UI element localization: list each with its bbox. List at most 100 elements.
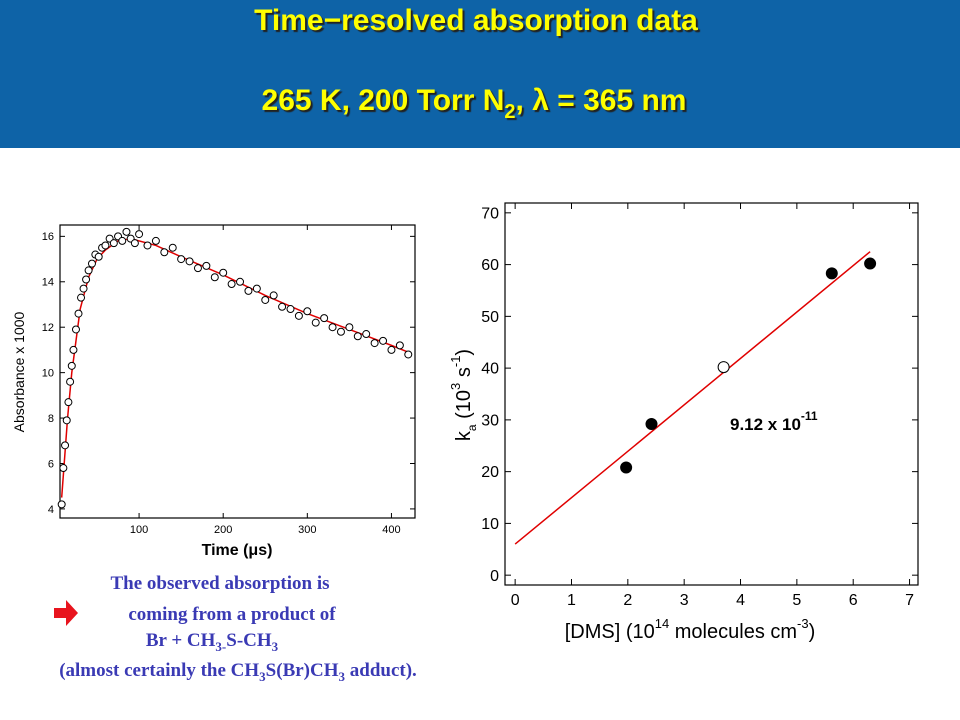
point — [379, 336, 388, 345]
x-tick-label: 0 — [511, 592, 520, 609]
point — [79, 284, 88, 293]
y-tick-label: 0 — [490, 568, 499, 585]
subtitle-sub: 2 — [504, 101, 515, 123]
y-axis-label: ka (103 s-1) — [448, 349, 479, 441]
note-sub: 3- — [215, 639, 226, 654]
point — [151, 236, 160, 245]
y-tick-label: 16 — [42, 231, 54, 243]
point — [825, 267, 838, 280]
point — [236, 277, 245, 286]
point — [252, 284, 261, 293]
fit-line — [60, 237, 409, 498]
x-tick-label: 300 — [298, 524, 316, 536]
point — [864, 257, 877, 270]
x-tick-label: 100 — [130, 524, 148, 536]
point — [82, 275, 91, 284]
note-part: S-CH — [226, 630, 272, 651]
point — [177, 255, 186, 264]
point — [261, 295, 270, 304]
label-part: s — [453, 367, 475, 383]
point — [328, 323, 337, 332]
point — [244, 286, 253, 295]
point — [353, 332, 362, 341]
point — [404, 350, 413, 359]
subtitle: 265 K, 200 Torr N2, λ = 365 nm — [262, 84, 687, 123]
y-tick-label: 6 — [48, 458, 54, 470]
x-tick-label: 1 — [567, 592, 576, 609]
y-tick-label: 12 — [42, 322, 54, 334]
point — [135, 230, 144, 239]
point — [227, 280, 236, 289]
point — [303, 307, 312, 316]
point — [370, 339, 379, 348]
point — [59, 464, 68, 473]
annotation-sup: -11 — [801, 409, 818, 423]
label-part: molecules cm — [669, 621, 797, 643]
label-sup: 3 — [448, 383, 463, 390]
y-tick-label: 40 — [481, 361, 499, 378]
annotation-part: 9.12 x 10 — [730, 415, 801, 434]
point — [94, 252, 103, 261]
note-line: Br + CH3-S-CH3 — [146, 630, 279, 654]
x-axis-label: [DMS] (1014 molecules cm-3) — [565, 616, 816, 643]
point — [61, 441, 70, 450]
x-tick-label: 5 — [792, 592, 801, 609]
title: Time−resolved absorption data — [254, 4, 698, 37]
label-part: k — [453, 430, 475, 441]
y-axis-label: Absorbance x 1000 — [11, 311, 27, 432]
note-part: adduct). — [345, 660, 417, 681]
point — [74, 309, 83, 318]
point — [71, 325, 80, 334]
y-tick-label: 50 — [481, 309, 499, 326]
point — [345, 323, 354, 332]
point — [130, 239, 139, 248]
y-tick-label: 10 — [481, 516, 499, 533]
x-tick-label: 4 — [736, 592, 745, 609]
point — [118, 236, 127, 245]
arrow — [54, 600, 78, 626]
point — [185, 257, 194, 266]
label-part: [DMS] (10 — [565, 621, 655, 643]
note-sub: 3 — [272, 639, 279, 654]
y-tick-label: 30 — [481, 412, 499, 429]
point — [87, 259, 96, 268]
label-sup: 14 — [655, 616, 669, 631]
x-tick-label: 3 — [680, 592, 689, 609]
subtitle-part: 265 K, 200 Torr N — [262, 84, 505, 117]
point — [122, 227, 131, 236]
point — [269, 291, 278, 300]
y-tick-label: 4 — [48, 504, 54, 516]
x-tick-label: 2 — [623, 592, 632, 609]
note-sub: 3 — [339, 669, 346, 684]
fit-line — [514, 251, 871, 545]
point — [67, 361, 76, 370]
y-tick-label: 70 — [481, 205, 499, 222]
point — [66, 377, 75, 386]
point — [278, 302, 287, 311]
y-tick-label: 60 — [481, 257, 499, 274]
point — [336, 327, 345, 336]
x-tick-label: 200 — [214, 524, 232, 536]
point — [219, 268, 228, 277]
label-part: ) — [453, 349, 475, 356]
plot-frame — [504, 202, 919, 586]
point — [620, 461, 633, 474]
point — [168, 243, 177, 252]
point — [84, 266, 93, 275]
point — [62, 416, 71, 425]
note-line: coming from a product of — [128, 604, 336, 625]
note-part: Br + CH — [146, 630, 216, 651]
point — [143, 241, 152, 250]
point — [109, 239, 118, 248]
label-sup: -1 — [448, 356, 463, 368]
point — [387, 345, 396, 354]
point — [362, 330, 371, 339]
point — [77, 293, 86, 302]
y-tick-label: 8 — [48, 413, 54, 425]
header-band — [0, 0, 960, 148]
point — [395, 341, 404, 350]
note-sub: 3 — [259, 669, 266, 684]
point — [69, 345, 78, 354]
note-part: S(Br)CH — [266, 660, 339, 681]
